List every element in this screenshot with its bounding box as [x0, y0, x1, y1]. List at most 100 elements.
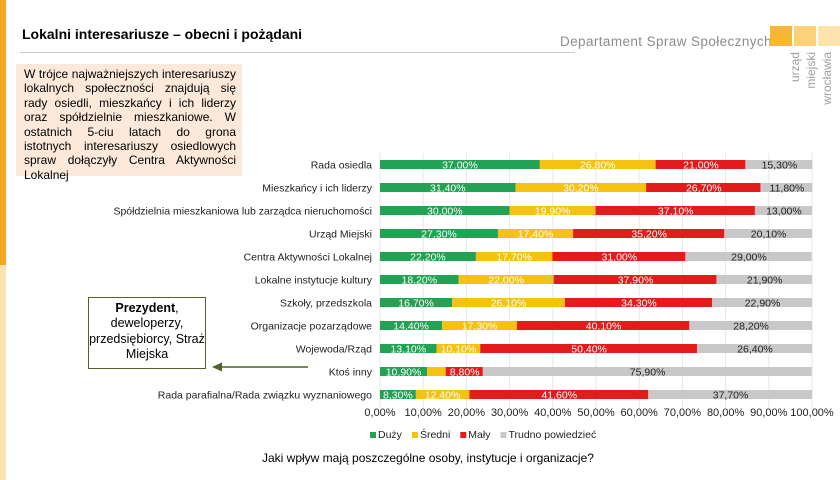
- bar-segment: [380, 252, 476, 261]
- bar-segment: [380, 275, 459, 284]
- bar-segment: [483, 367, 812, 376]
- x-tick-label: 60,00%: [621, 407, 659, 419]
- bar-segment: [655, 160, 747, 169]
- bar-segment: [436, 344, 481, 353]
- department-name: Departament Spraw Społecznych: [560, 34, 772, 49]
- bar-segment: [697, 344, 812, 353]
- bar-segment: [761, 183, 813, 192]
- data-label: 19,90%: [535, 206, 571, 218]
- bar-segment: [686, 252, 812, 261]
- legend-swatch: [500, 432, 507, 438]
- data-label: 11,80%: [770, 183, 805, 195]
- x-tick-label: 90,00%: [750, 407, 788, 419]
- bar-segment: [755, 206, 812, 215]
- bar-segment: [380, 160, 540, 169]
- category-label: Mieszkańcy i ich liderzy: [262, 183, 372, 195]
- data-label: 26,70%: [686, 183, 722, 195]
- data-label: 35,20%: [631, 229, 667, 241]
- bar-segment: [539, 160, 656, 169]
- data-label: 27,30%: [421, 229, 457, 241]
- bar-segment: [380, 229, 498, 238]
- data-label: 10,10%: [441, 344, 477, 356]
- callout-arrow-icon: [212, 362, 308, 372]
- data-label: 10,90%: [386, 367, 422, 379]
- data-label: 8,80%: [450, 367, 480, 379]
- data-label: 37,70%: [713, 390, 749, 402]
- bar-segment: [516, 321, 691, 330]
- x-tick-label: 10,00%: [405, 407, 443, 419]
- legend-label: Mały: [468, 429, 491, 441]
- bar-segment: [509, 206, 596, 215]
- bar-segment: [380, 321, 443, 330]
- data-label: 40,10%: [586, 321, 622, 333]
- bar-segment: [380, 390, 416, 399]
- x-tick-label: 20,00%: [448, 407, 486, 419]
- category-label: Wojewoda/Rząd: [296, 344, 372, 356]
- data-label: 30,00%: [427, 206, 463, 218]
- bar-segment: [475, 252, 553, 261]
- bar-segment: [646, 183, 762, 192]
- x-tick-label: 40,00%: [534, 407, 572, 419]
- category-label: Rada parafialna/Rada związku wyznanioweg…: [158, 390, 372, 402]
- data-label: 21,00%: [683, 160, 719, 172]
- category-label: Urząd Miejski: [309, 229, 372, 241]
- category-label: Szkoły, przedszkola: [280, 298, 372, 310]
- bar-segment: [415, 390, 470, 399]
- data-label: 22,00%: [488, 275, 524, 287]
- category-label: Ktoś inny: [329, 367, 373, 379]
- callout-text: , deweloperzy, przedsiębiorcy, Straż Mie…: [89, 301, 205, 362]
- bar-segment: [595, 206, 756, 215]
- x-tick-label: 0,00%: [364, 407, 395, 419]
- info-box: W trójce najważniejszych interesariuszy …: [16, 64, 242, 182]
- x-tick-label: 70,00%: [664, 407, 702, 419]
- data-label: 30,20%: [563, 183, 599, 195]
- category-label: Centra Aktywności Lokalnej: [244, 252, 372, 264]
- data-label: 50,40%: [571, 344, 607, 356]
- legend-swatch: [411, 432, 418, 438]
- bar-segment: [515, 183, 647, 192]
- category-label: Organizacje pozarządowe: [251, 321, 373, 333]
- bar-segment: [725, 229, 812, 238]
- callout-box: Prezydent, deweloperzy, przedsiębiorcy, …: [88, 297, 206, 369]
- data-label: 12,40%: [425, 390, 461, 402]
- data-label: 18,20%: [401, 275, 437, 287]
- accent-bar-light: [0, 265, 6, 480]
- data-label: 34,30%: [621, 298, 657, 310]
- bar-segment: [690, 321, 812, 330]
- data-label: 26,80%: [580, 160, 616, 172]
- accent-bar: [0, 0, 6, 265]
- data-label: 17,30%: [462, 321, 498, 333]
- data-label: 16,70%: [398, 298, 434, 310]
- data-label: 28,20%: [733, 321, 769, 333]
- category-label: Rada osiedla: [311, 160, 372, 172]
- bar-segment: [442, 321, 517, 330]
- data-label: 14,40%: [393, 321, 429, 333]
- legend-swatch: [370, 432, 376, 438]
- bar-segment: [717, 275, 812, 284]
- callout-bold: Prezydent: [115, 301, 176, 315]
- bar-segment: [564, 298, 714, 307]
- x-tick-label: 50,00%: [577, 407, 615, 419]
- bar-segment: [480, 344, 698, 353]
- data-label: 17,40%: [518, 229, 554, 241]
- data-label: 41,60%: [541, 390, 577, 402]
- category-label: Lokalne instytucje kultury: [255, 275, 373, 287]
- data-label: 75,90%: [630, 367, 666, 379]
- x-tick-label: 30,00%: [491, 407, 529, 419]
- data-label: 15,30%: [762, 160, 798, 172]
- logo-square: [794, 26, 816, 46]
- page-title: Lokalni interesariusze – obecni i pożąda…: [22, 26, 303, 42]
- x-tick-label: 80,00%: [707, 407, 745, 419]
- bar-segment: [445, 367, 484, 376]
- data-label: 17,70%: [496, 252, 532, 264]
- legend-label: Duży: [378, 429, 403, 441]
- data-label: 13,00%: [766, 206, 802, 218]
- bar-segment: [497, 229, 574, 238]
- data-label: 21,90%: [747, 275, 783, 287]
- bar-segment: [552, 252, 687, 261]
- bar-segment: [380, 298, 453, 307]
- data-label: 26,40%: [737, 344, 773, 356]
- bar-segment: [746, 160, 813, 169]
- title-divider: [20, 52, 575, 53]
